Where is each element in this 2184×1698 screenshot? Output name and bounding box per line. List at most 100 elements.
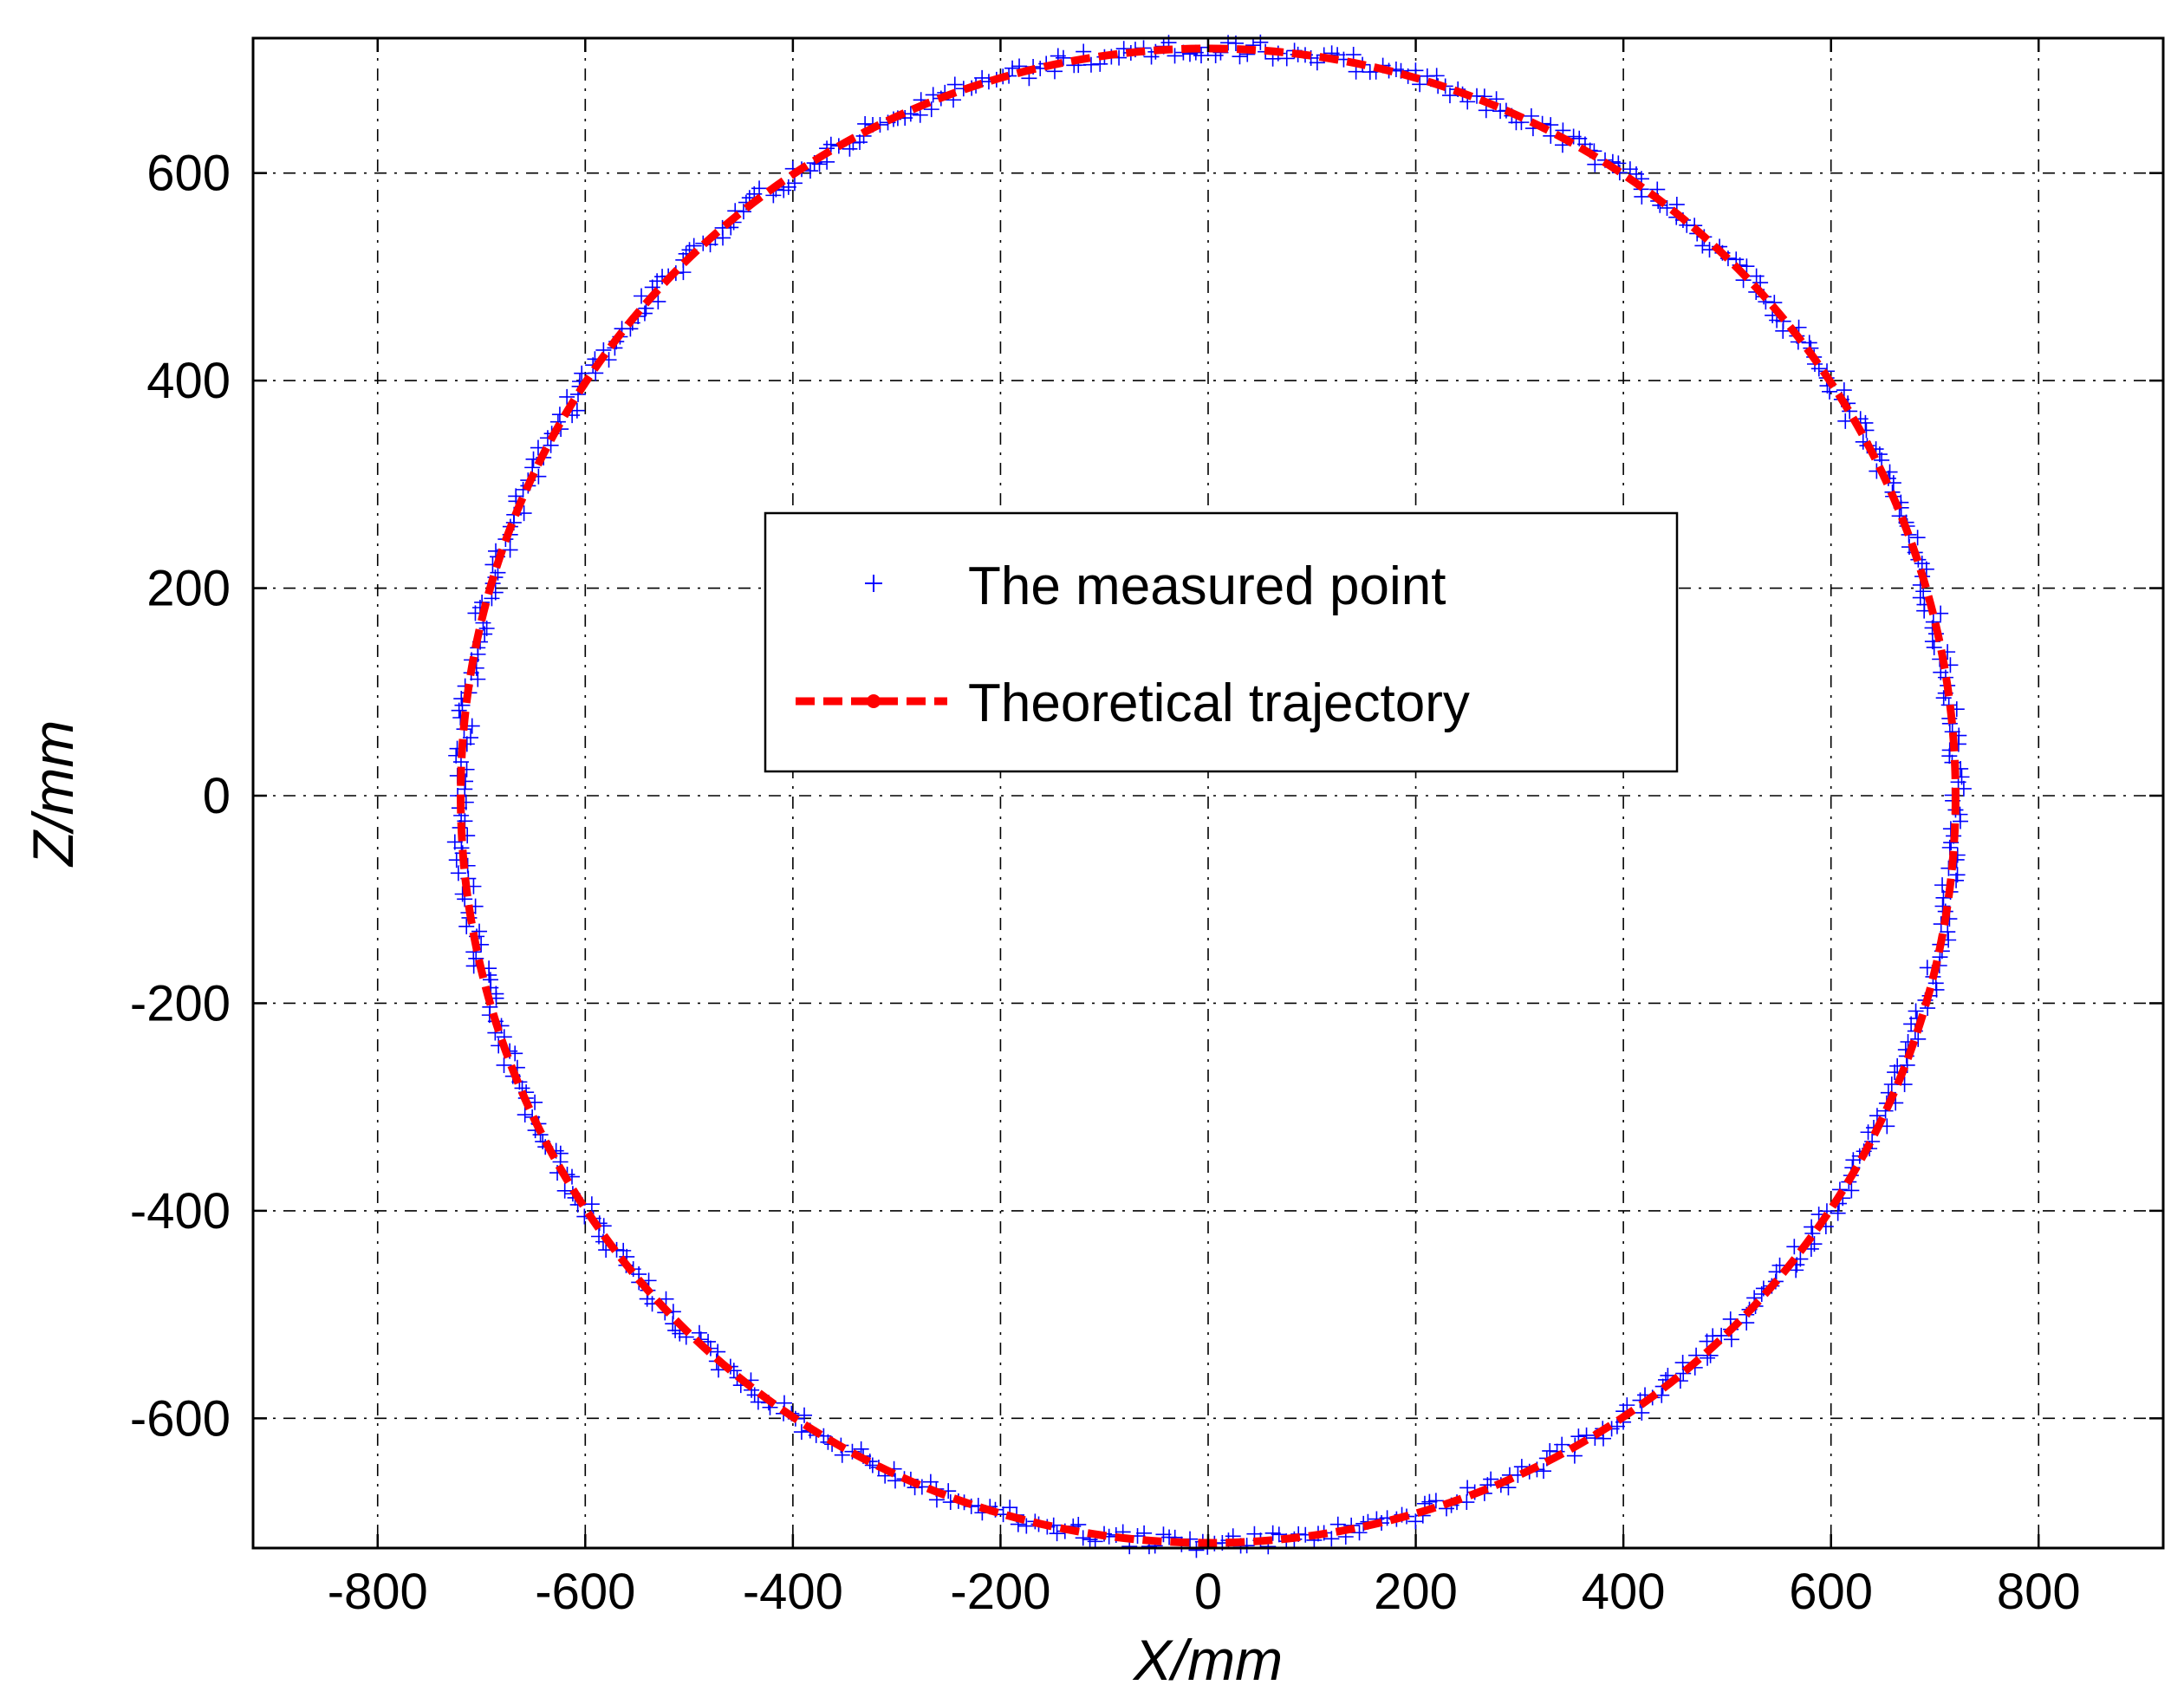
axis-tick-labels: -800 -600 -400 -200 0 200 400 600 800 -600 -400 -20… xyxy=(130,146,2081,1620)
measured-point xyxy=(1278,50,1295,67)
axis-ticks xyxy=(253,38,2163,1548)
measured-point xyxy=(1845,1152,1862,1168)
measured-point xyxy=(1167,48,1183,64)
measured-point xyxy=(1836,382,1852,399)
measured-point xyxy=(1441,88,1458,104)
measured-point xyxy=(1351,1525,1368,1541)
legend-label-measured: The measured point xyxy=(968,556,1446,616)
measured-point xyxy=(667,1322,684,1338)
measured-point xyxy=(457,781,473,797)
measured-point xyxy=(1722,1311,1739,1327)
measured-point xyxy=(470,671,486,687)
x-tick-label: 600 xyxy=(1789,1564,1873,1620)
measured-point xyxy=(1935,889,1952,906)
x-tick-label: 800 xyxy=(1997,1564,2081,1620)
measured-point xyxy=(1694,237,1711,254)
measured-point xyxy=(650,293,666,309)
measured-point xyxy=(1492,103,1509,120)
measured-point xyxy=(1075,1530,1091,1546)
measured-point xyxy=(822,136,839,153)
measured-point xyxy=(1748,268,1765,284)
measured-point xyxy=(1362,64,1378,81)
measured-point xyxy=(1271,1526,1287,1543)
legend-plus-glyph xyxy=(865,575,882,592)
measured-point xyxy=(793,1424,809,1441)
measured-point xyxy=(735,204,751,220)
measured-point xyxy=(1874,452,1890,468)
measured-point xyxy=(1049,1526,1065,1542)
measured-point xyxy=(1115,41,1132,57)
measured-point xyxy=(1188,1542,1205,1558)
measured-point xyxy=(923,101,939,118)
measured-point xyxy=(556,1182,573,1199)
measured-point xyxy=(1412,76,1428,93)
x-tick-label: 400 xyxy=(1582,1564,1666,1620)
measured-point xyxy=(1483,1471,1499,1487)
x-tick-label: -600 xyxy=(535,1564,635,1620)
y-tick-label: 0 xyxy=(203,768,231,824)
legend-label-theoretical: Theoretical trajectory xyxy=(968,673,1470,733)
y-tick-label: -200 xyxy=(130,975,231,1031)
measured-point xyxy=(574,365,590,381)
measured-point xyxy=(1674,1355,1691,1371)
measured-point xyxy=(458,918,475,934)
measured-point xyxy=(1659,199,1675,216)
measured-point xyxy=(496,1057,512,1073)
x-tick-label: -200 xyxy=(950,1564,1050,1620)
legend: The measured point Theoretical trajector… xyxy=(764,511,1679,773)
y-axis-title: Z/mm xyxy=(21,720,85,869)
y-tick-label: -600 xyxy=(130,1390,231,1447)
measured-point xyxy=(450,865,466,882)
measured-point xyxy=(1713,1327,1730,1343)
measured-point xyxy=(1910,1031,1927,1047)
legend-plus-marker xyxy=(865,575,882,592)
measured-point xyxy=(1565,128,1582,145)
measured-point xyxy=(1459,1480,1476,1496)
x-tick-label: -400 xyxy=(743,1564,843,1620)
measured-point xyxy=(1926,639,1942,655)
measured-point xyxy=(1940,924,1956,940)
measured-point xyxy=(1427,1493,1444,1509)
measured-point xyxy=(1264,1525,1281,1541)
measured-point xyxy=(1830,1205,1846,1221)
measured-point xyxy=(1554,1436,1570,1453)
measured-point xyxy=(502,542,518,558)
x-tick-label: 0 xyxy=(1194,1564,1222,1620)
measured-point xyxy=(1609,1418,1625,1435)
measured-point xyxy=(559,388,575,405)
measured-point xyxy=(463,730,479,746)
measured-point xyxy=(583,1196,600,1213)
measured-point xyxy=(887,1473,903,1489)
y-tick-label: 600 xyxy=(146,146,231,202)
x-axis-title: X/mm xyxy=(1132,1628,1283,1692)
measured-point xyxy=(1634,1404,1650,1421)
measured-point xyxy=(1949,867,1966,883)
legend-line-dot xyxy=(867,694,881,708)
y-tick-label: 200 xyxy=(146,561,231,617)
measured-point xyxy=(796,1407,813,1423)
measured-point xyxy=(1419,68,1435,84)
measured-point xyxy=(1536,1463,1552,1480)
y-tick-label: 400 xyxy=(146,353,231,409)
measured-point xyxy=(1018,1518,1035,1534)
x-tick-label: -800 xyxy=(328,1564,428,1620)
measured-point xyxy=(451,702,467,719)
measured-point xyxy=(1843,1182,1860,1199)
measured-point xyxy=(634,288,650,304)
measured-point xyxy=(1739,258,1755,275)
measured-point xyxy=(1143,49,1160,65)
measured-point xyxy=(517,1107,533,1123)
grid-lines xyxy=(253,38,2163,1548)
measured-point xyxy=(1909,530,1926,546)
y-tick-label: -400 xyxy=(130,1183,231,1239)
measured-point xyxy=(1004,60,1021,76)
x-tick-label: 200 xyxy=(1374,1564,1458,1620)
measured-point xyxy=(1914,556,1930,572)
measured-point xyxy=(446,834,463,850)
measured-point xyxy=(1908,1003,1924,1019)
measured-point xyxy=(1323,1531,1340,1547)
legend-box xyxy=(764,511,1679,773)
